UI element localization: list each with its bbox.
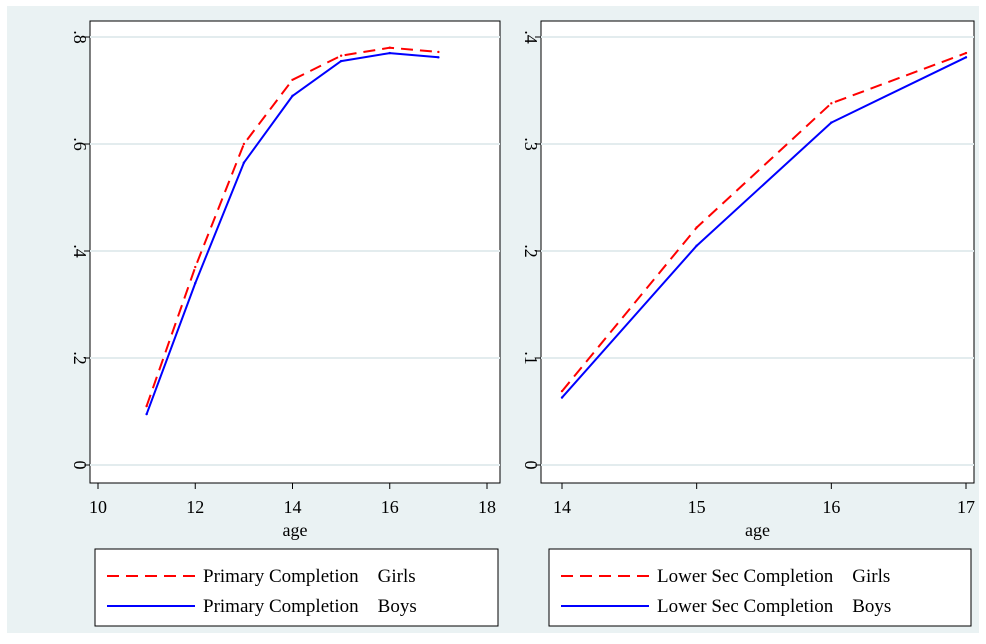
data-point xyxy=(339,59,343,63)
y-tick-label: .2 xyxy=(70,351,90,365)
x-tick-label: 14 xyxy=(553,497,571,517)
data-point xyxy=(194,281,197,285)
y-tick-label: .6 xyxy=(70,137,90,151)
legend-box xyxy=(94,548,499,627)
data-point xyxy=(964,51,968,55)
x-tick-label: 17 xyxy=(957,497,975,517)
series-line-girls xyxy=(561,52,967,392)
data-point xyxy=(242,142,246,146)
y-tick-label: 0 xyxy=(521,461,541,470)
data-point xyxy=(388,51,391,55)
data-point xyxy=(291,94,294,98)
x-tick-label: 16 xyxy=(822,497,840,517)
data-point xyxy=(437,50,440,54)
data-point xyxy=(242,161,246,164)
x-axis-label: age xyxy=(745,520,770,540)
data-point xyxy=(964,56,968,59)
data-point xyxy=(560,389,564,393)
chart-panel-1: 0 .2 .4 .6 .8 10 12 14 16 18 age Primary Completion… xyxy=(70,20,501,627)
y-tick-label: 0 xyxy=(70,461,90,470)
legend-label: Lower Sec Completion Girls xyxy=(657,566,890,587)
legend: Lower Sec Completion Girls Lower Sec Comp… xyxy=(548,548,972,627)
x-tick-label: 10 xyxy=(89,497,107,517)
data-point xyxy=(695,244,698,247)
x-tick-label: 12 xyxy=(186,497,204,517)
data-point xyxy=(830,102,833,105)
y-tick-label: .8 xyxy=(70,30,90,44)
data-point xyxy=(695,226,698,229)
legend-label: Primary Completion Boys xyxy=(203,596,417,617)
y-tick-label: .4 xyxy=(521,30,541,44)
data-point xyxy=(388,46,391,49)
data-point xyxy=(291,78,294,82)
data-point xyxy=(194,265,197,269)
legend: Primary Completion Girls Primary Completi… xyxy=(94,548,499,627)
data-point xyxy=(830,121,833,124)
y-tick-label: .1 xyxy=(521,351,541,365)
y-tick-label: .4 xyxy=(70,244,90,258)
data-point xyxy=(560,396,564,399)
x-axis-label: age xyxy=(283,520,308,540)
x-tick-label: 15 xyxy=(688,497,706,517)
series-line-boys xyxy=(561,56,967,399)
y-tick-label: .2 xyxy=(521,244,541,258)
data-point xyxy=(339,54,343,57)
x-tick-label: 16 xyxy=(381,497,399,517)
data-point xyxy=(145,404,148,408)
x-tick-label: 14 xyxy=(284,497,302,517)
y-tick-label: .3 xyxy=(521,137,541,151)
legend-label: Primary Completion Girls xyxy=(203,566,416,587)
chart-panel-2: 0 .1 .2 .3 .4 14 15 16 17 age Lower Sec Completion… xyxy=(521,20,975,627)
legend-label: Lower Sec Completion Boys xyxy=(657,596,891,617)
data-point xyxy=(145,412,148,416)
x-tick-label: 18 xyxy=(478,497,496,517)
data-point xyxy=(437,56,440,59)
legend-box xyxy=(548,548,972,627)
